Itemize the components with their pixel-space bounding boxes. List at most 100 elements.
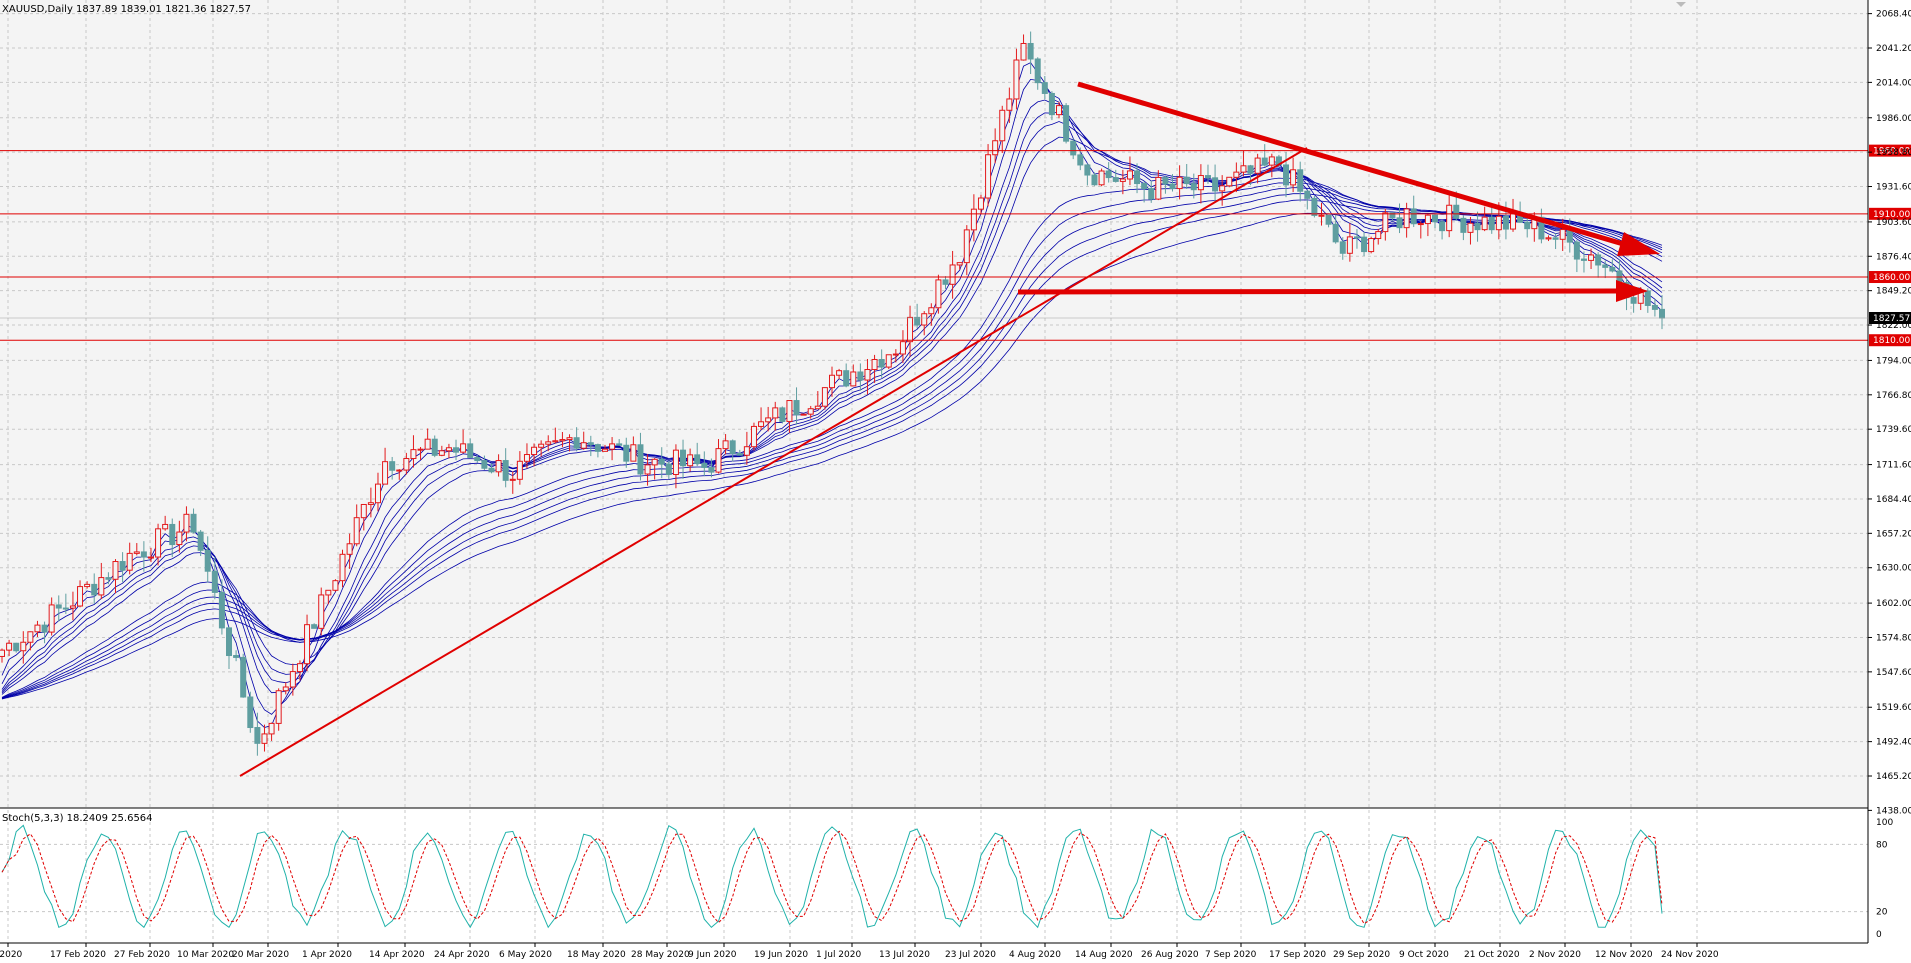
candle-body[interactable]: [254, 727, 261, 744]
candle-body[interactable]: [1006, 98, 1013, 111]
candle-body[interactable]: [1346, 236, 1353, 254]
candle-body[interactable]: [956, 262, 963, 266]
uptrend-line[interactable]: [239, 147, 1308, 777]
candle-body[interactable]: [233, 655, 240, 658]
candle-body[interactable]: [1283, 164, 1290, 186]
candle-body[interactable]: [765, 417, 772, 423]
candle-body[interactable]: [878, 358, 885, 368]
candle-body[interactable]: [197, 531, 204, 551]
candle-body[interactable]: [382, 461, 389, 485]
candle-body[interactable]: [1091, 174, 1098, 186]
candle-body[interactable]: [1446, 204, 1453, 232]
candle-body[interactable]: [708, 466, 715, 473]
candle-body[interactable]: [1190, 183, 1197, 191]
candle-body[interactable]: [807, 408, 814, 415]
candle-body[interactable]: [850, 371, 857, 387]
candle-body[interactable]: [1197, 175, 1204, 191]
candle-body[interactable]: [403, 458, 410, 471]
candle-body[interactable]: [41, 624, 48, 633]
candle-body[interactable]: [779, 407, 786, 422]
candle-body[interactable]: [1247, 165, 1254, 174]
candle-body[interactable]: [1290, 169, 1297, 186]
candle-body[interactable]: [1176, 176, 1183, 190]
candle-body[interactable]: [1063, 105, 1070, 142]
candle-body[interactable]: [1056, 105, 1063, 116]
candle-body[interactable]: [531, 446, 538, 456]
candle-body[interactable]: [1651, 304, 1658, 310]
candle-body[interactable]: [509, 478, 516, 481]
candle-body[interactable]: [91, 583, 98, 596]
candlestick-series[interactable]: [0, 31, 1665, 756]
candle-body[interactable]: [34, 624, 41, 633]
candle-body[interactable]: [1219, 185, 1226, 192]
candle-body[interactable]: [1162, 176, 1169, 185]
candle-body[interactable]: [722, 440, 729, 450]
candle-body[interactable]: [1212, 177, 1219, 192]
candle-body[interactable]: [140, 551, 147, 558]
candle-body[interactable]: [417, 448, 424, 451]
candle-body[interactable]: [694, 454, 701, 464]
candle-body[interactable]: [907, 316, 914, 343]
candle-body[interactable]: [1488, 216, 1495, 231]
candle-body[interactable]: [1169, 183, 1176, 190]
candle-body[interactable]: [1588, 254, 1595, 261]
candle-body[interactable]: [69, 605, 76, 609]
candle-body[interactable]: [268, 722, 275, 735]
candle-body[interactable]: [460, 443, 467, 453]
candle-body[interactable]: [183, 513, 190, 533]
candle-body[interactable]: [743, 446, 750, 456]
candle-body[interactable]: [914, 316, 921, 326]
candle-body[interactable]: [1609, 266, 1616, 272]
candle-body[interactable]: [55, 604, 62, 609]
candle-body[interactable]: [1098, 170, 1105, 186]
candle-body[interactable]: [1431, 214, 1438, 223]
candle-body[interactable]: [0, 649, 5, 657]
candle-body[interactable]: [545, 441, 552, 445]
candle-body[interactable]: [1332, 223, 1339, 243]
candle-body[interactable]: [942, 279, 949, 285]
candle-body[interactable]: [1467, 222, 1474, 233]
candle-body[interactable]: [1410, 208, 1417, 225]
candle-body[interactable]: [985, 154, 992, 199]
candle-body[interactable]: [1361, 236, 1368, 253]
candle-body[interactable]: [1155, 176, 1162, 200]
candle-body[interactable]: [332, 580, 339, 591]
candle-body[interactable]: [410, 449, 417, 460]
candle-body[interactable]: [829, 374, 835, 389]
candle-body[interactable]: [211, 570, 218, 593]
candle-body[interactable]: [885, 354, 892, 368]
candle-body[interactable]: [701, 462, 708, 468]
candle-body[interactable]: [147, 556, 154, 559]
candle-body[interactable]: [573, 437, 580, 449]
candle-body[interactable]: [977, 197, 984, 210]
candle-body[interactable]: [970, 208, 977, 231]
candle-body[interactable]: [552, 440, 559, 443]
candle-body[interactable]: [1325, 214, 1332, 225]
candle-body[interactable]: [495, 460, 502, 473]
horizontal-levels[interactable]: 1960.00 1910.00 1860.00 1810.00: [0, 144, 1911, 347]
candle-body[interactable]: [949, 264, 956, 285]
candle-body[interactable]: [843, 370, 850, 387]
candle-body[interactable]: [1204, 175, 1211, 179]
candle-body[interactable]: [1396, 217, 1403, 229]
candle-body[interactable]: [1439, 221, 1446, 232]
candle-body[interactable]: [1183, 176, 1190, 185]
support-arrow-head[interactable]: [1616, 280, 1648, 302]
candle-body[interactable]: [1502, 215, 1509, 230]
candle-body[interactable]: [374, 483, 381, 504]
candle-body[interactable]: [516, 460, 523, 480]
candle-body[interactable]: [1261, 157, 1268, 166]
candle-body[interactable]: [1545, 237, 1552, 240]
candle-body[interactable]: [155, 528, 162, 558]
candle-body[interactable]: [1297, 169, 1304, 192]
candle-body[interactable]: [1659, 308, 1665, 319]
candle-body[interactable]: [672, 449, 679, 476]
candle-body[interactable]: [488, 467, 495, 473]
candle-body[interactable]: [481, 460, 488, 469]
candle-body[interactable]: [1602, 264, 1609, 268]
candle-body[interactable]: [474, 456, 481, 462]
candle-body[interactable]: [367, 502, 374, 505]
candle-body[interactable]: [1318, 214, 1325, 217]
candle-body[interactable]: [389, 461, 396, 471]
candle-body[interactable]: [651, 458, 658, 466]
